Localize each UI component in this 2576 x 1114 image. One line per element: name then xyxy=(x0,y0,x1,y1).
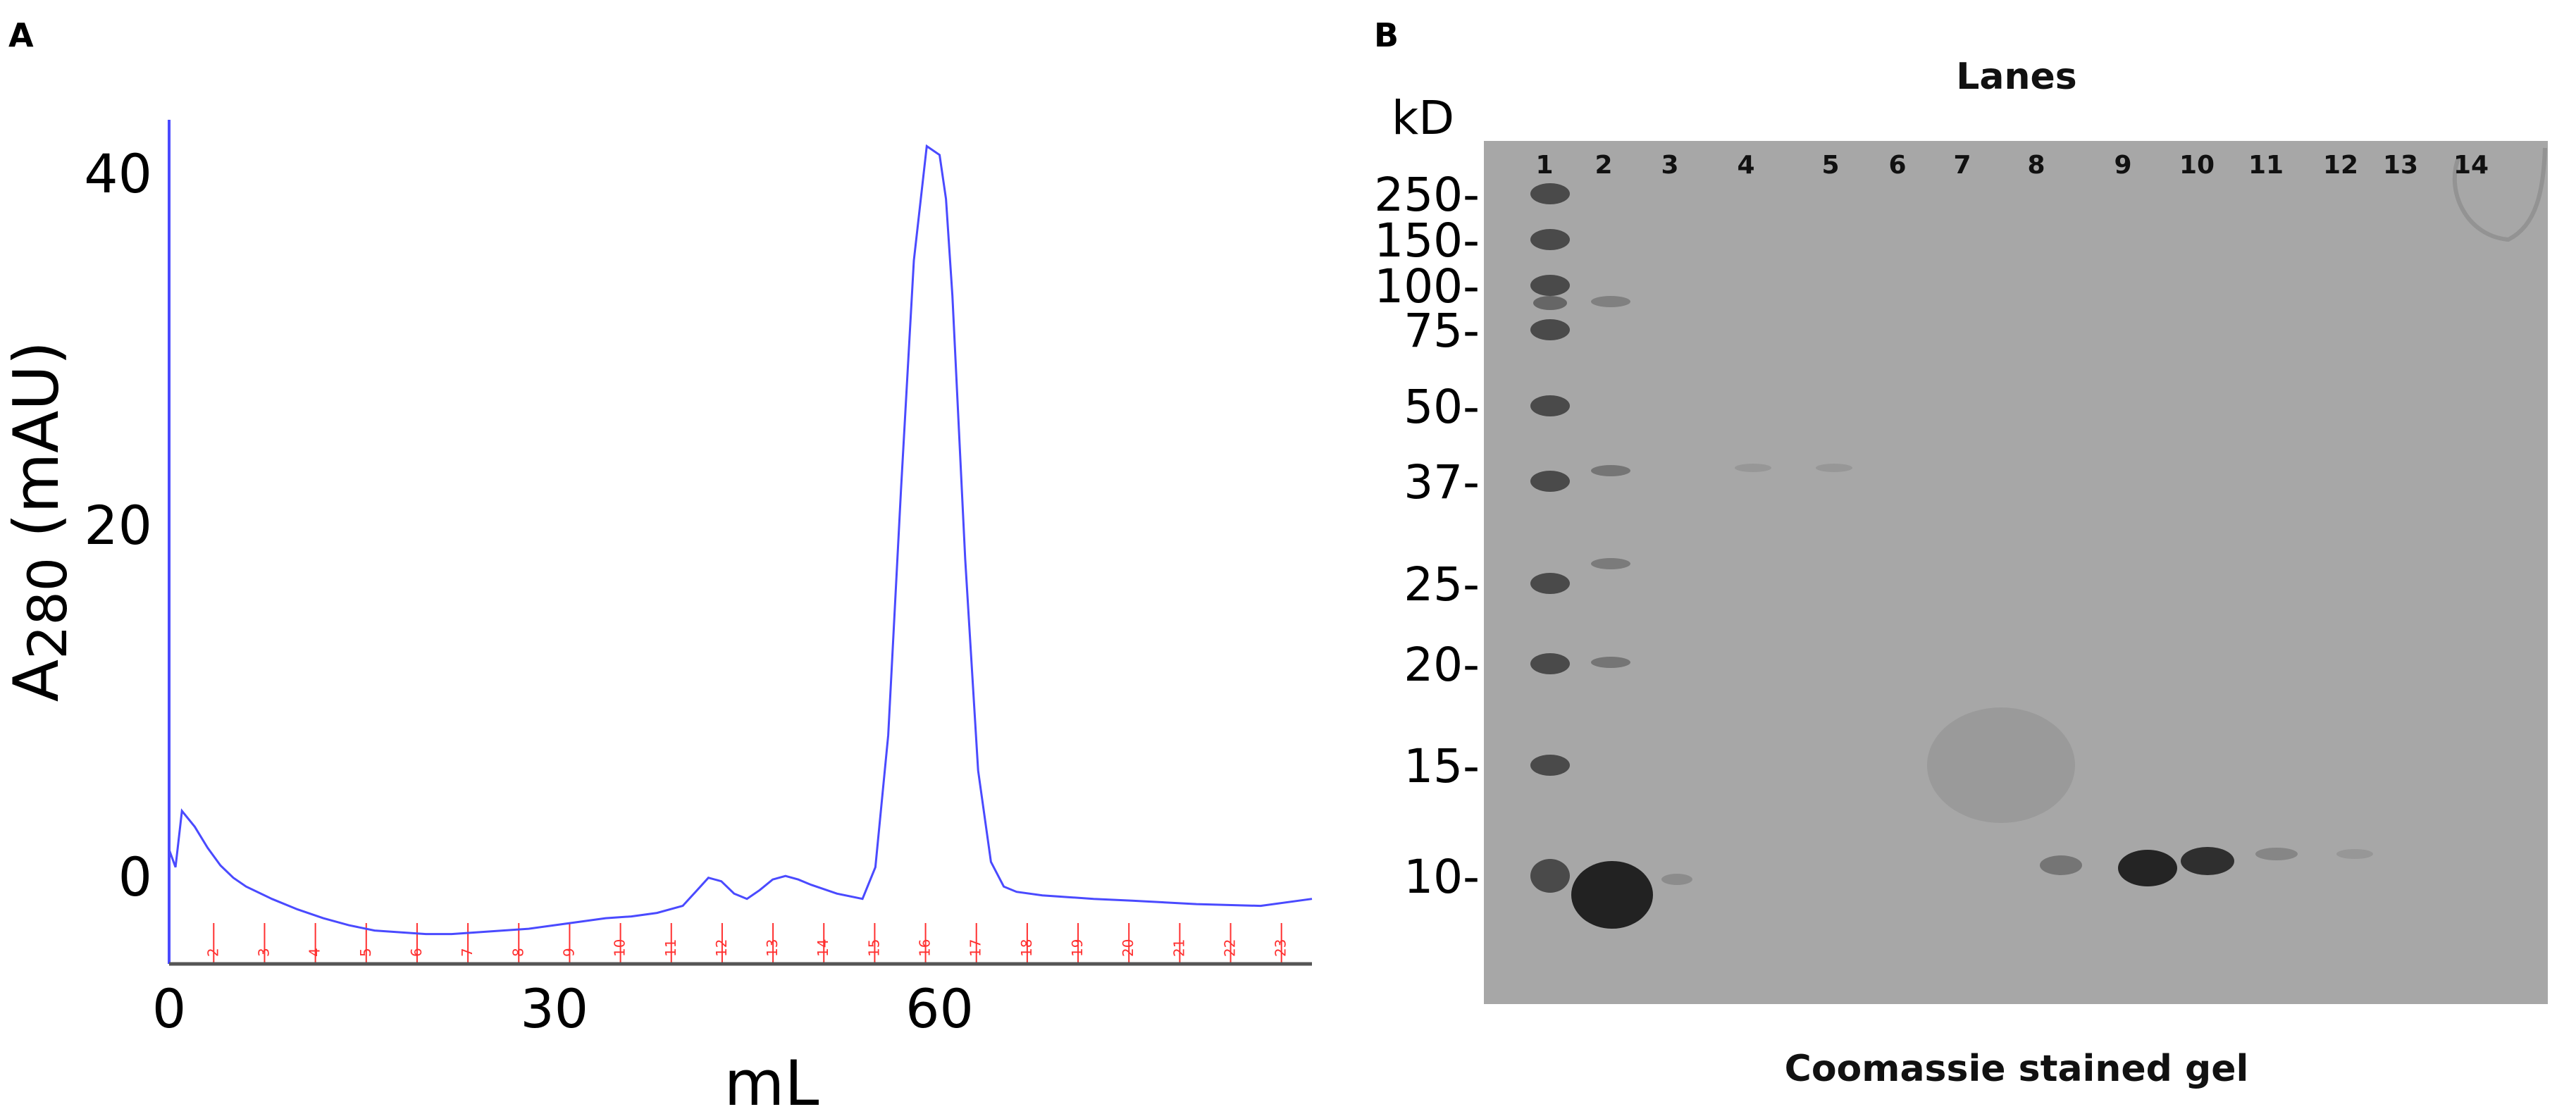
y-axis-label: A280 (mAU) xyxy=(0,341,79,702)
gel-lane-label: 13 xyxy=(2383,151,2418,180)
ladder-band xyxy=(1530,395,1570,416)
gel-lane-label: 9 xyxy=(2114,151,2131,180)
gel-mw-label: 50- xyxy=(1404,380,1480,434)
ladder-band xyxy=(1530,755,1570,776)
gel-mw-label: 150- xyxy=(1374,213,1480,268)
fraction-label: 10 xyxy=(612,939,628,957)
gel-mw-label: 25- xyxy=(1404,557,1480,612)
ladder-band xyxy=(1530,229,1570,250)
gel-lane-label: 8 xyxy=(2027,151,2045,180)
panel-a-label: A xyxy=(8,16,34,54)
fraction-label: 17 xyxy=(967,939,984,957)
gel-lanes-title: Lanes xyxy=(1956,56,2076,98)
fraction-label: 8 xyxy=(509,948,526,957)
y-axis-label-main: A xyxy=(0,660,73,702)
fraction-label: 4 xyxy=(306,948,323,957)
ladder-band xyxy=(1530,275,1570,296)
ladder-band xyxy=(1530,471,1570,492)
fraction-label: 7 xyxy=(459,948,476,957)
gel-smudge xyxy=(1927,707,2075,823)
gel-mw-label: 15- xyxy=(1404,739,1480,793)
fraction-label: 13 xyxy=(764,939,781,957)
fraction-label: 23 xyxy=(1272,939,1289,957)
ladder-band xyxy=(1530,573,1570,594)
faint-band xyxy=(1816,464,1852,472)
y-tick-labels: 0 20 40 xyxy=(84,142,152,908)
lane3-band xyxy=(1661,874,1692,885)
gel-lane-label: 7 xyxy=(1953,151,1971,180)
gel-well-artifact xyxy=(2452,147,2547,242)
fraction-label: 19 xyxy=(1069,939,1086,957)
ladder-band xyxy=(1530,183,1570,204)
lane12-band xyxy=(2336,849,2373,859)
ladder-band xyxy=(1530,859,1570,893)
y-axis-label-subscript: 280 xyxy=(16,557,79,660)
a280-trace xyxy=(168,144,1313,936)
gel-mw-label: 20- xyxy=(1404,638,1480,692)
gel-lane-label: 5 xyxy=(1821,151,1839,180)
gel-lane-label: 11 xyxy=(2248,151,2284,180)
x-tick-label: 30 xyxy=(520,977,588,1040)
y-tick-label: 40 xyxy=(84,142,152,205)
lane2-band xyxy=(1591,558,1630,569)
lane8-band xyxy=(2040,855,2082,875)
lane9-band xyxy=(2118,850,2177,886)
gel-lane-label: 4 xyxy=(1737,151,1754,180)
fraction-label: 20 xyxy=(1120,939,1137,957)
lane2-band xyxy=(1591,657,1630,668)
fraction-markers: 2 3 4 5 6 7 8 9 10 11 12 13 14 15 16 17 18 19 20 21 22 23 xyxy=(204,923,1289,964)
gel-mw-labels: 250-150-100-75- 50- 37- 25- 20- 15- 10- xyxy=(1374,168,1480,904)
x-axis-label: mL xyxy=(724,1047,819,1114)
panel-b-label: B xyxy=(1374,16,1399,54)
fraction-label: 11 xyxy=(662,939,679,957)
fraction-label: 2 xyxy=(204,948,221,957)
x-tick-label: 60 xyxy=(905,977,974,1040)
x-tick-label: 0 xyxy=(152,977,186,1040)
gel-lane-label: 1 xyxy=(1535,151,1553,180)
gel-lane-label: 12 xyxy=(2323,151,2358,180)
gel-lane-labels: 1 2 3 4 5 6 7 8 9 10 11 12 13 14 xyxy=(1535,151,2489,180)
gel-lane-label: 6 xyxy=(1888,151,1906,180)
fraction-label: 5 xyxy=(357,948,374,957)
gel-mw-label: 100- xyxy=(1374,259,1480,314)
gel-mw-label: 75- xyxy=(1404,304,1480,358)
ladder-band xyxy=(1530,653,1570,674)
y-tick-label: 0 xyxy=(118,846,152,908)
gel-lane-label: 3 xyxy=(1661,151,1678,180)
gel-mw-label: 10- xyxy=(1404,850,1480,904)
chromatogram-chart: 2 3 4 5 6 7 8 9 10 11 12 13 14 15 16 17 18 19 20 21 22 23 0 30… xyxy=(0,120,1313,1114)
lane2-band xyxy=(1591,296,1630,307)
gel-lane-label: 2 xyxy=(1594,151,1612,180)
ladder-band xyxy=(1533,296,1567,310)
fraction-label: 3 xyxy=(255,948,272,957)
gel-caption: Coomassie stained gel xyxy=(1785,1048,2249,1090)
lane2-main-band xyxy=(1571,861,1653,929)
y-axis-label-unit: (mAU) xyxy=(0,341,73,557)
lane11-band xyxy=(2255,848,2298,860)
fraction-label: 18 xyxy=(1018,939,1035,957)
lane2-band xyxy=(1591,465,1630,476)
gel-mw-unit: kD xyxy=(1392,91,1454,145)
lane10-band xyxy=(2181,847,2234,875)
fraction-label: 22 xyxy=(1222,939,1239,957)
gel-mw-label: 37- xyxy=(1404,455,1480,509)
ladder-band xyxy=(1530,319,1570,340)
fraction-label: 21 xyxy=(1170,939,1187,957)
fraction-label: 16 xyxy=(917,939,934,957)
fraction-label: 12 xyxy=(713,939,730,957)
fraction-label: 6 xyxy=(408,948,425,957)
faint-band xyxy=(1735,464,1771,472)
gel-bands xyxy=(1530,147,2547,929)
gel-lane-label: 10 xyxy=(2179,151,2215,180)
fraction-label: 9 xyxy=(560,948,577,957)
gel-mw-label: 250- xyxy=(1374,168,1480,222)
fraction-label: 14 xyxy=(815,939,831,957)
gel-lane-label: 14 xyxy=(2453,151,2489,180)
x-tick-labels: 0 30 60 xyxy=(152,977,974,1040)
gel-panel: Lanes kD 1 2 3 4 5 6 7 8 9 10 11 12 13 14 250-150-100… xyxy=(1374,56,2548,1090)
fraction-label: 15 xyxy=(865,939,882,957)
y-tick-label: 20 xyxy=(84,494,152,557)
gel-image xyxy=(1484,141,2548,1004)
